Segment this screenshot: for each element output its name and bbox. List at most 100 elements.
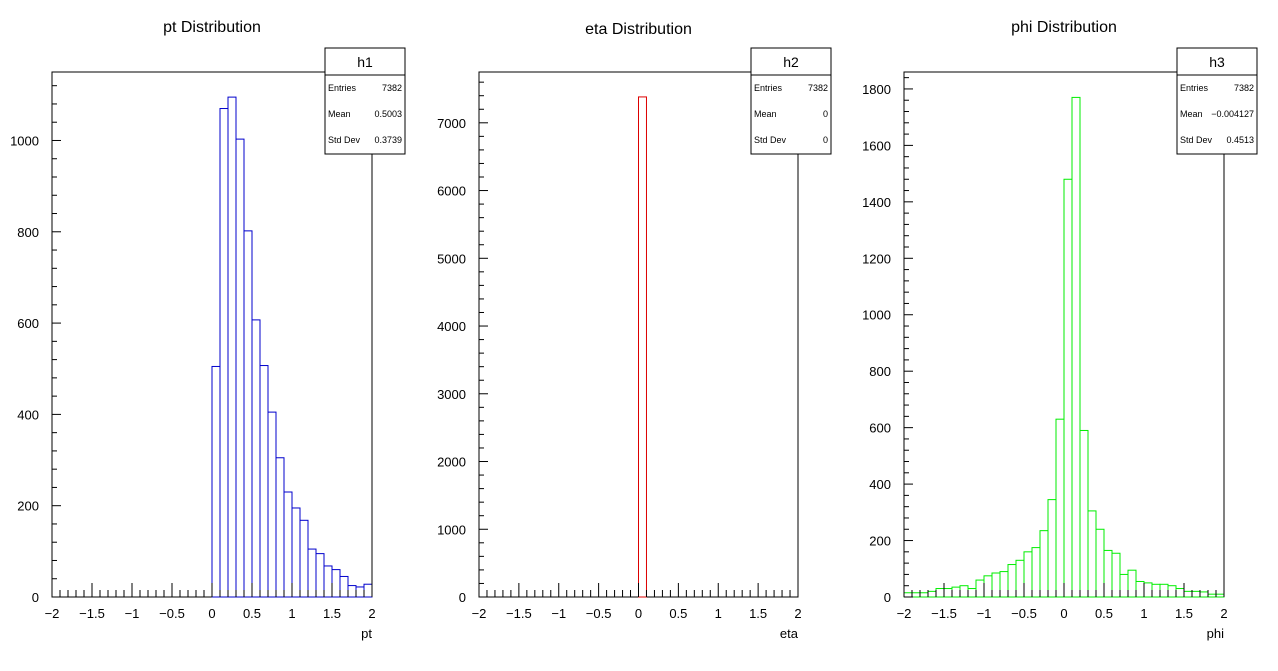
stats-box: h1 Entries 7382 Mean 0.5003 Std Dev 0.3739 xyxy=(324,47,406,155)
stats-row-value: 7382 xyxy=(1234,83,1254,93)
stats-row-label: Entries xyxy=(754,83,783,93)
histogram-bin xyxy=(935,588,945,598)
stats-row-value: 0 xyxy=(823,109,828,119)
x-tick-label: −0.5 xyxy=(159,606,185,621)
histogram-bin xyxy=(339,575,349,598)
histogram-bin xyxy=(1127,569,1137,598)
y-tick-label: 1400 xyxy=(862,195,891,210)
histogram-bin xyxy=(275,457,285,598)
histogram-bin xyxy=(283,491,293,598)
y-tick-label: 600 xyxy=(869,421,891,436)
histogram-bin xyxy=(1071,96,1081,598)
y-tick-label: 7000 xyxy=(437,116,466,131)
y-tick-label: 400 xyxy=(17,407,39,422)
histogram-bin xyxy=(1055,418,1065,598)
histogram-bin xyxy=(347,585,357,598)
histogram-bin xyxy=(211,365,221,598)
histogram-bin xyxy=(1039,530,1049,598)
histogram-bin xyxy=(967,588,977,598)
stats-row-value: 0.4513 xyxy=(1226,135,1254,145)
histogram-bin xyxy=(1047,499,1057,598)
chart-title: eta Distribution xyxy=(585,21,692,38)
histogram-bin xyxy=(999,571,1009,598)
histogram-bin xyxy=(951,586,961,598)
histogram-bin xyxy=(975,579,985,598)
histogram-bin xyxy=(903,592,913,598)
x-tick-label: −0.5 xyxy=(1011,606,1037,621)
x-tick-label: 1.5 xyxy=(1175,606,1193,621)
histogram-bin xyxy=(291,507,301,598)
histogram-bin xyxy=(1183,590,1193,598)
x-tick-label: 1 xyxy=(1140,606,1147,621)
histogram-bin xyxy=(1111,552,1121,598)
y-tick-label: 200 xyxy=(869,534,891,549)
x-tick-label: −2 xyxy=(897,606,912,621)
x-tick-label: −1.5 xyxy=(506,606,532,621)
x-tick-label: 0.5 xyxy=(243,606,261,621)
histogram-bin xyxy=(943,588,953,598)
histogram-bin xyxy=(1023,551,1033,598)
histogram-bin xyxy=(1063,178,1073,598)
histogram-bin xyxy=(307,548,317,598)
histogram-bin xyxy=(1207,593,1217,598)
histogram-bin xyxy=(1119,573,1129,598)
pad-eta: eta Distribution −2 −1.5 −1 −0.5 0 0.5 1 1.5 2 eta… xyxy=(437,21,832,641)
chart-title: phi Distribution xyxy=(1011,19,1117,36)
x-tick-label: 2 xyxy=(368,606,375,621)
stats-histogram-name: h3 xyxy=(1209,54,1225,70)
y-tick-label: 400 xyxy=(869,477,891,492)
histogram-bin xyxy=(331,569,341,598)
histogram-bin xyxy=(1015,559,1025,598)
histogram-bin xyxy=(259,365,269,598)
x-tick-label: 0 xyxy=(1060,606,1067,621)
histogram-bin xyxy=(1079,429,1089,598)
stats-row-label: Mean xyxy=(754,109,777,119)
chart-title: pt Distribution xyxy=(163,19,261,36)
histogram-bin xyxy=(1143,582,1153,598)
x-tick-label: −1 xyxy=(125,606,140,621)
y-tick-label: 0 xyxy=(884,590,891,605)
x-axis-label: phi xyxy=(1207,626,1224,641)
histogram-bin xyxy=(267,411,277,598)
x-tick-label: −1.5 xyxy=(79,606,105,621)
stats-box-frame xyxy=(1176,47,1258,155)
x-axis-label: eta xyxy=(780,626,799,641)
x-tick-label: 1.5 xyxy=(323,606,341,621)
histogram-bin xyxy=(1191,590,1201,598)
stats-row-label: Std Dev xyxy=(754,135,787,145)
y-tick-label: 1800 xyxy=(862,82,891,97)
histogram-bin xyxy=(638,96,647,598)
stats-box-frame xyxy=(750,47,832,155)
histogram-bin xyxy=(355,586,365,598)
histogram-bin xyxy=(1103,549,1113,598)
x-tick-label: 0 xyxy=(635,606,642,621)
histogram-bin xyxy=(1215,593,1225,598)
histogram-bin xyxy=(1007,564,1017,598)
stats-row-value: 0.3739 xyxy=(374,135,402,145)
y-tick-label: 0 xyxy=(32,590,39,605)
pad-phi: phi Distribution −2 −1.5 −1 −0.5 0 0.5 1 1.5 2 phi… xyxy=(862,19,1258,641)
stats-row-value: 0 xyxy=(823,135,828,145)
stats-row-label: Mean xyxy=(1180,109,1203,119)
histogram-bin xyxy=(323,565,333,598)
stats-histogram-name: h1 xyxy=(357,54,373,70)
y-tick-label: 1200 xyxy=(862,251,891,266)
y-tick-label: 6000 xyxy=(437,184,466,199)
histogram-bin xyxy=(919,592,929,598)
stats-row-label: Std Dev xyxy=(1180,135,1213,145)
y-tick-label: 2000 xyxy=(437,455,466,470)
x-tick-label: 0.5 xyxy=(669,606,687,621)
x-tick-label: −1 xyxy=(551,606,566,621)
y-tick-label: 0 xyxy=(459,590,466,605)
histogram-bin xyxy=(1167,585,1177,598)
stats-row-label: Mean xyxy=(328,109,351,119)
histogram-bin xyxy=(243,230,253,598)
y-tick-label: 3000 xyxy=(437,387,466,402)
histogram-bin xyxy=(991,572,1001,598)
y-tick-label: 600 xyxy=(17,316,39,331)
stats-row-label: Entries xyxy=(328,83,357,93)
y-tick-label: 800 xyxy=(17,225,39,240)
y-tick-label: 1600 xyxy=(862,138,891,153)
x-tick-label: 1 xyxy=(715,606,722,621)
